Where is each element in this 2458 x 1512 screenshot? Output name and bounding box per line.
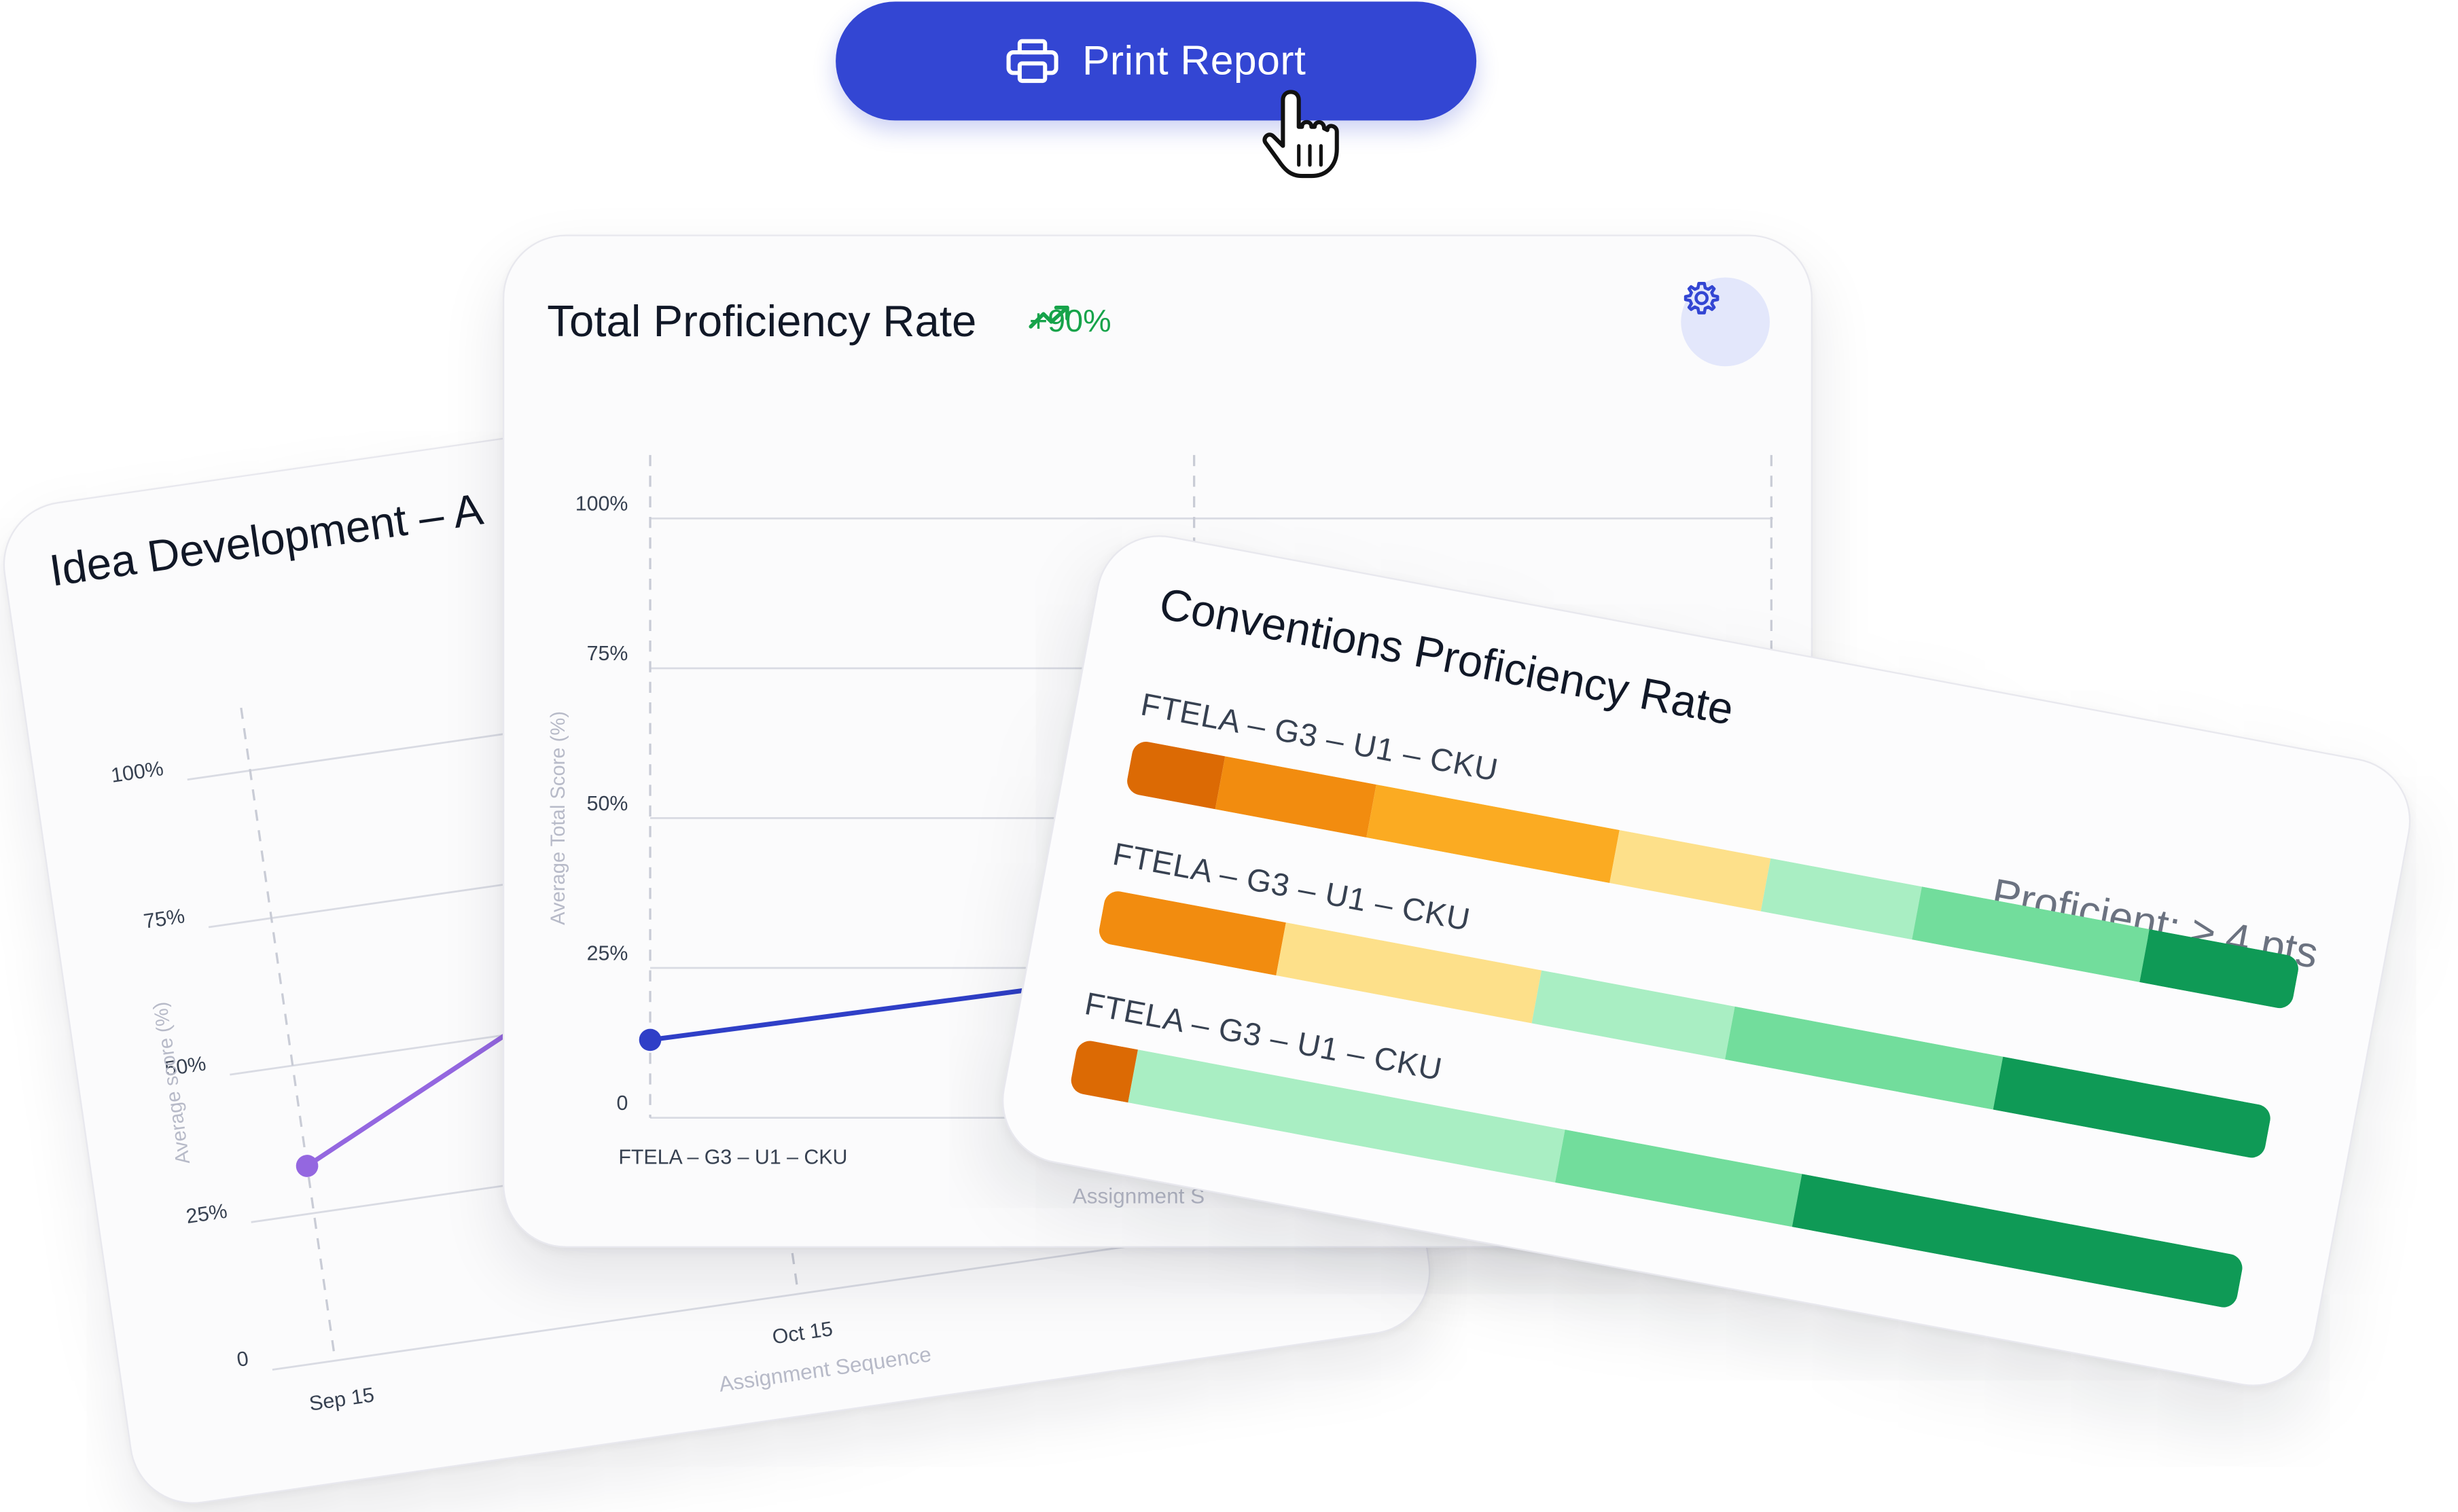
x-axis-title: Assignment Sequence (717, 1342, 933, 1397)
y-tick-label: 25% (185, 1200, 229, 1228)
trend-value: +90% (1029, 304, 1111, 340)
bar-segment (1609, 829, 1771, 912)
trending-up-icon (1029, 306, 1069, 329)
y-tick-label: 100% (109, 757, 164, 787)
y-tick-label: 50% (587, 793, 628, 815)
trend-indicator: +90% (1029, 304, 1111, 341)
x-gridline (240, 707, 336, 1361)
y-tick-label: 0 (236, 1348, 250, 1371)
y-axis-title: Average Total Score (%) (548, 711, 569, 925)
settings-button[interactable] (1681, 277, 1770, 367)
y-tick-label: 75% (142, 905, 186, 933)
y-tick-label: 75% (587, 643, 628, 665)
gear-icon (1684, 282, 1720, 314)
data-point (639, 1028, 662, 1051)
bar-segment (1215, 756, 1377, 838)
print-report-label: Print Report (1082, 36, 1306, 84)
x-tick-label: Sep 15 (308, 1384, 376, 1415)
data-point (296, 1155, 319, 1177)
bar-segment (1124, 739, 1226, 810)
bar-segment (2139, 929, 2301, 1011)
x-tick-label: FTELA – G3 – U1 – CKU (618, 1146, 847, 1168)
bar-segment (1097, 888, 1287, 976)
total-proficiency-title: Total Proficiency Rate (547, 296, 977, 346)
print-report-button[interactable]: Print Report (836, 1, 1477, 121)
y-tick-label: 0 (616, 1092, 628, 1115)
printer-icon (1007, 38, 1059, 82)
y-axis-title: Average score (%) (149, 1001, 194, 1166)
x-tick-label: Oct 15 (771, 1318, 834, 1348)
y-tick-label: 100% (575, 493, 628, 516)
y-tick-label: 25% (587, 942, 628, 965)
bar-segment (1069, 1038, 1138, 1103)
bar-segment (1760, 858, 1923, 940)
x-axis-title: Assignment S (1073, 1184, 1205, 1208)
hand-pointer-icon (1262, 90, 1339, 179)
